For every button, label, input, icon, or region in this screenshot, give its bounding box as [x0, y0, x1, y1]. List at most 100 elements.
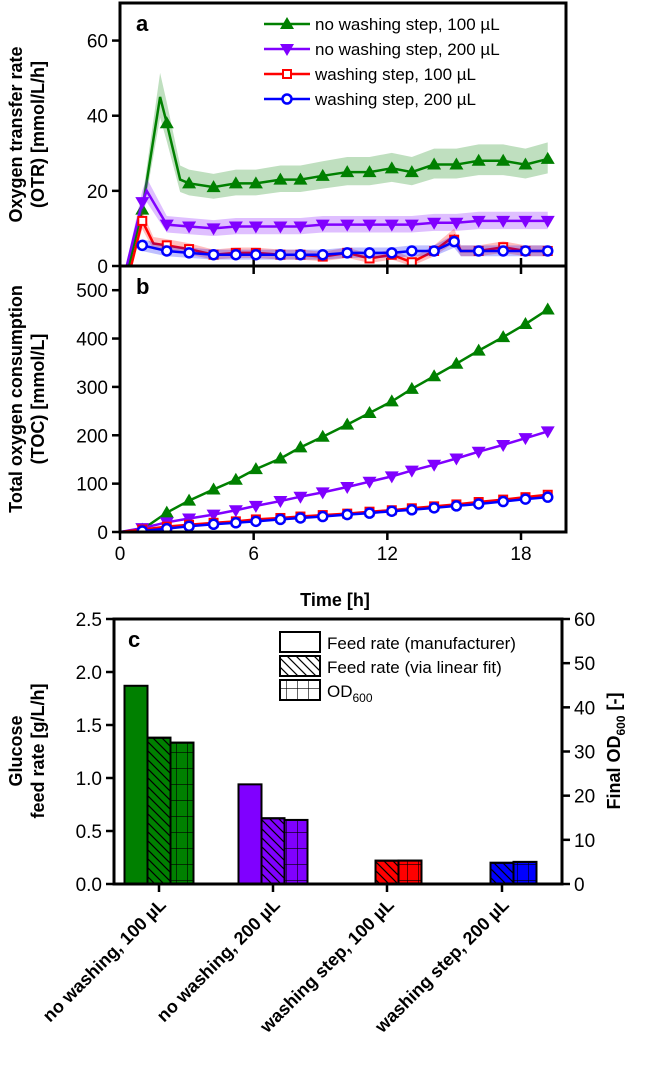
data-point [384, 219, 399, 232]
data-point [427, 157, 442, 170]
legend-swatch [279, 631, 321, 653]
legend-pattern [279, 679, 321, 701]
data-point [541, 245, 554, 257]
data-point [341, 508, 353, 521]
data-point [273, 172, 288, 185]
data-point [496, 330, 511, 343]
data-point [428, 502, 440, 514]
error-band [126, 178, 548, 266]
data-point [161, 522, 173, 532]
y-tick-label: 40 [87, 107, 108, 128]
y-tick-label: 400 [76, 330, 108, 351]
data-point [182, 513, 197, 526]
data-point [315, 429, 330, 442]
data-point [427, 369, 442, 382]
data-point [340, 219, 355, 232]
data-point [228, 505, 243, 518]
legend-item: washing step, 100 µL [264, 65, 476, 84]
series-line [127, 96, 549, 266]
legend-label-sub: 600 [353, 691, 373, 705]
data-point [541, 491, 554, 503]
data-point [362, 165, 377, 178]
y-tick-label: 2.0 [76, 663, 102, 684]
bar-group [123, 684, 195, 886]
data-point [362, 219, 377, 232]
y-tick-label: 300 [76, 378, 108, 399]
data-point [294, 248, 307, 261]
data-point [182, 176, 197, 189]
data-point [250, 248, 262, 261]
x-tick-label: 12 [377, 544, 398, 565]
legend-label-main: Feed rate (manufacturer) [327, 634, 516, 653]
data-point [206, 482, 221, 495]
data-point [519, 245, 532, 257]
y2-label-main: Final OD [604, 736, 624, 810]
category-label: no washing, 100 µL [39, 895, 170, 1026]
data-point [182, 221, 197, 234]
data-point [471, 215, 486, 228]
data-point [497, 245, 509, 257]
data-point [293, 491, 308, 504]
legend-marker [280, 44, 294, 56]
data-point [293, 440, 308, 453]
data-point [518, 317, 533, 330]
data-point [274, 513, 287, 526]
data-point [136, 239, 149, 252]
data-point [472, 498, 485, 510]
legend-item: Feed rate (via linear fit) [279, 655, 502, 677]
y-tick-label: 1.5 [76, 716, 102, 737]
bar-pattern [169, 741, 195, 886]
panel-label: c [128, 627, 140, 652]
error-band [128, 72, 548, 266]
data-point [406, 504, 418, 516]
series-washing-step-200-l [136, 491, 554, 532]
data-point [161, 245, 173, 257]
bar-group [489, 860, 538, 886]
legend-label-main: Feed rate (via linear fit) [327, 658, 502, 677]
data-point [384, 394, 399, 407]
error-band [142, 234, 548, 260]
data-point [404, 219, 419, 232]
data-point [228, 221, 243, 234]
x-tick-label: 18 [510, 544, 531, 565]
y2-tick-label: 30 [574, 743, 595, 764]
y-tick-label: 0 [97, 257, 108, 278]
bar-group [374, 859, 423, 886]
legend-item: no washing step, 200 µL [264, 40, 500, 59]
data-point [340, 165, 355, 178]
y-tick-label: 2.5 [76, 610, 102, 631]
data-point [206, 509, 221, 522]
data-point [341, 247, 353, 259]
data-point [316, 248, 329, 261]
data-point [274, 248, 287, 261]
y-tick-label: 1.0 [76, 769, 102, 790]
data-point [449, 157, 464, 170]
bar-group [237, 783, 309, 886]
y2-label-unit: [-] [604, 692, 624, 715]
data-point [406, 257, 417, 266]
y-tick-label: 200 [76, 426, 108, 447]
series-no-washing-step-200-l [125, 178, 555, 266]
data-point [427, 459, 442, 472]
data-point [206, 180, 221, 193]
data-point [340, 482, 355, 495]
plot-frame-b [118, 264, 568, 534]
x-axis-label: Time [h] [300, 590, 370, 610]
legend-label: Feed rate (via linear fit) [327, 658, 502, 677]
data-point [273, 496, 288, 509]
bar-pattern [283, 818, 309, 885]
y2-tick-label: 0 [574, 875, 585, 896]
data-point [404, 381, 419, 394]
data-point [450, 500, 463, 512]
data-point [362, 476, 377, 489]
legend-label: no washing step, 100 µL [315, 15, 500, 34]
data-point [293, 221, 308, 234]
y-tick-label: 500 [76, 281, 108, 302]
series-no-washing-step-200-l [120, 426, 555, 532]
data-point [159, 505, 174, 518]
y-tick-label: 20 [87, 182, 108, 203]
bar-pattern [489, 861, 515, 885]
legend-item: OD600 [279, 679, 373, 705]
y2-tick-label: 20 [574, 787, 595, 808]
